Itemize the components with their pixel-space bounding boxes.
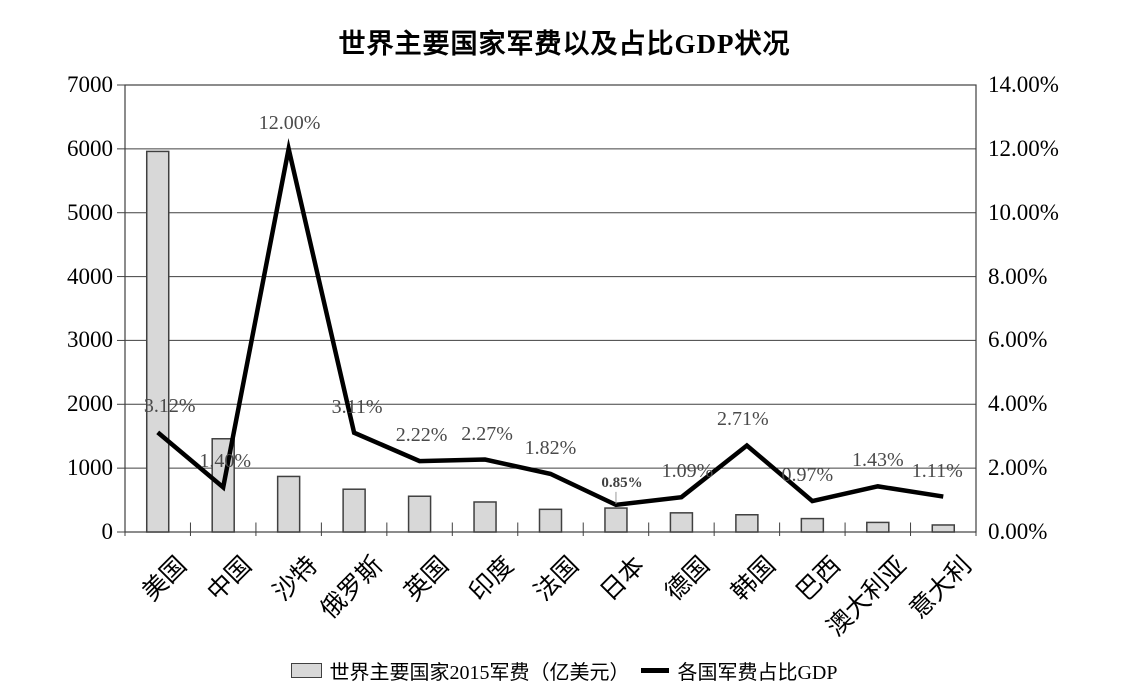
line-point-label: 1.43% [851, 449, 904, 472]
bar [669, 512, 694, 533]
legend-line-label: 各国军费占比GDP [677, 662, 838, 684]
bar [342, 488, 366, 533]
bar [866, 521, 890, 533]
legend-bar-label: 世界主要国家2015军费（亿美元） [329, 662, 630, 684]
legend: 世界主要国家2015军费（亿美元） 各国军费占比GDP [0, 656, 1129, 685]
right-axis-tick-label: 2.00% [988, 455, 1048, 481]
line-point-label: 1.82% [524, 436, 577, 459]
right-axis-tick-label: 10.00% [988, 199, 1059, 225]
line-point-label: 0.85% [601, 474, 643, 491]
left-axis-tick-label: 7000 [67, 72, 113, 97]
bar [604, 507, 628, 533]
left-axis-tick-label: 4000 [67, 263, 113, 289]
right-axis-tick-label: 12.00% [988, 135, 1059, 161]
bar [276, 475, 301, 533]
line-point-label: 0.97% [781, 464, 834, 487]
line-point-label: 3.11% [331, 395, 383, 418]
bar [538, 508, 563, 533]
left-axis-tick-label: 2000 [67, 391, 113, 417]
line-point-label: 1.11% [911, 459, 963, 482]
line-point-label: 2.71% [717, 408, 769, 431]
line-point-label: 2.22% [395, 424, 448, 447]
bar [800, 517, 825, 533]
left-axis-tick-label: 3000 [67, 327, 113, 353]
line-point-label: 2.27% [461, 422, 513, 445]
legend-line-swatch [641, 668, 670, 673]
right-axis-tick-label: 6.00% [988, 327, 1048, 353]
left-axis-tick-label: 6000 [67, 135, 113, 161]
legend-bar-swatch [291, 663, 323, 678]
bar [407, 495, 432, 533]
plot-border [124, 84, 977, 533]
line-series [156, 138, 944, 508]
bar [735, 514, 759, 533]
line-point-label: 3.12% [143, 395, 196, 418]
left-axis-tick-label: 1000 [67, 455, 113, 481]
bar [145, 150, 170, 533]
line-point-label: 1.09% [661, 460, 714, 483]
left-axis-tick-label: 0 [101, 519, 114, 544]
bar [473, 501, 497, 533]
line-point-label: 1.40% [199, 450, 252, 473]
bar [931, 524, 956, 533]
left-axis-tick-label: 5000 [67, 199, 113, 225]
right-axis-tick-label: 8.00% [988, 263, 1048, 289]
right-axis-tick-label: 4.00% [988, 391, 1048, 417]
line-point-label: 12.00% [258, 111, 321, 134]
right-axis-tick-label: 0.00% [988, 519, 1048, 544]
chart-title: 世界主要国家军费以及占比GDP状况 [338, 29, 791, 59]
right-axis-tick-label: 14.00% [988, 72, 1059, 97]
